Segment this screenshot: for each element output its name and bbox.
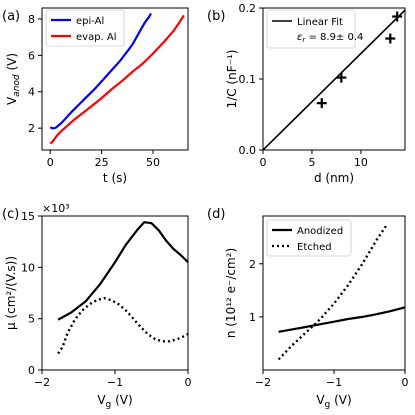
panel-label-c: (c) <box>2 207 19 222</box>
plot-area-c <box>57 221 188 355</box>
panel-label-b: (b) <box>207 9 225 24</box>
y-axis-label-b: 1/C (nF⁻¹) <box>225 50 239 109</box>
legend-label-a-1: evap. Al <box>76 32 117 43</box>
legend-label-b: Linear Fit <box>297 17 343 28</box>
y-tick-label-c: 15 <box>21 210 35 223</box>
y-axis-label-d: n (10¹² e⁻/cm²) <box>224 248 238 338</box>
y-tick-label-c: 10 <box>21 261 35 274</box>
x-tick-label-d: −2 <box>255 376 271 389</box>
data-point-b <box>385 33 396 44</box>
axes-frame-d <box>262 215 406 371</box>
x-axis-label-b: d (nm) <box>314 171 354 185</box>
x-tick-label-a: 25 <box>95 156 109 169</box>
data-point-b <box>336 72 347 83</box>
x-tick-label-a: 0 <box>47 156 54 169</box>
y-multiplier-c: ×10³ <box>42 202 70 215</box>
series-line-d-0 <box>278 306 405 333</box>
y-tick-label-b: 0.1 <box>239 73 257 86</box>
panel-d: (d) −2 −1 0 1 2 Vg (V) n (10¹² e⁻/cm²) Anodized E… <box>207 207 409 410</box>
fit-annotation-b: εr = 8.9± 0.4 <box>297 32 363 44</box>
data-point-b <box>392 11 403 22</box>
y-tick-label-a: 4 <box>28 86 35 99</box>
y-tick-label-a: 8 <box>28 13 35 26</box>
y-tick-label-c: 5 <box>28 313 35 326</box>
x-tick-label-c: −2 <box>34 376 50 389</box>
x-tick-label-d: −1 <box>326 376 342 389</box>
panel-a: (a) 0 25 50 2 4 6 8 t (s) Vanod (V) epi-Al evap. Al <box>2 7 189 185</box>
legend-label-d-1: Etched <box>297 242 332 253</box>
y-tick-label-b: 0.0 <box>239 144 257 157</box>
y-axis-label-a: Vanod (V) <box>5 53 22 105</box>
x-axis-label-c: Vg (V) <box>97 393 132 410</box>
panel-c: (c) −2 −1 0 0 5 10 15 Vg (V) μ (cm²/(V.s)) ×10³ <box>2 202 192 410</box>
legend-b: Linear Fit εr = 8.9± 0.4 <box>266 9 363 49</box>
axes-frame-a <box>41 7 189 151</box>
y-tick-label-a: 2 <box>28 122 35 135</box>
axes-frame-c <box>41 215 189 371</box>
y-tick-label-c: 0 <box>28 364 35 377</box>
legend-box-b <box>266 9 356 49</box>
y-tick-label-d: 1 <box>249 311 256 324</box>
x-axis-label-a: t (s) <box>103 171 127 185</box>
x-tick-label-d: 0 <box>402 376 409 389</box>
data-point-b <box>316 98 327 109</box>
y-tick-label-b: 0.2 <box>239 2 257 15</box>
x-axis-label-d: Vg (V) <box>316 393 351 410</box>
y-tick-label-d: 2 <box>249 258 256 271</box>
x-tick-label-c: −1 <box>107 376 123 389</box>
panel-label-d: (d) <box>207 207 225 222</box>
x-tick-label-b: 0 <box>260 156 267 169</box>
panel-label-a: (a) <box>2 9 20 24</box>
plot-area-d <box>277 223 405 361</box>
legend-label-d-0: Anodized <box>297 226 343 237</box>
fit-line-b <box>263 9 405 150</box>
y-tick-label-a: 6 <box>28 49 35 62</box>
plot-area-a <box>49 12 185 145</box>
series-line-a-0 <box>49 12 152 130</box>
x-tick-label-a: 50 <box>146 156 160 169</box>
x-tick-label-b: 10 <box>354 156 368 169</box>
x-tick-label-b: 5 <box>308 156 315 169</box>
x-tick-label-c: 0 <box>185 376 192 389</box>
series-line-c-0 <box>57 221 188 321</box>
series-line-d-1 <box>277 223 389 361</box>
panel-b: (b) 0 5 10 0.0 0.1 0.2 d (nm) 1/C (nF⁻¹) Linear F… <box>207 2 406 185</box>
legend-d: Anodized Etched <box>266 219 352 257</box>
series-line-c-1 <box>57 296 188 355</box>
y-axis-label-c: μ (cm²/(V.s)) <box>4 256 18 330</box>
legend-label-a-0: epi-Al <box>76 16 104 27</box>
axes-frame-b <box>262 7 406 151</box>
series-line-a-1 <box>49 14 185 145</box>
plot-area-b <box>263 9 405 150</box>
legend-a: epi-Al evap. Al <box>45 9 125 47</box>
